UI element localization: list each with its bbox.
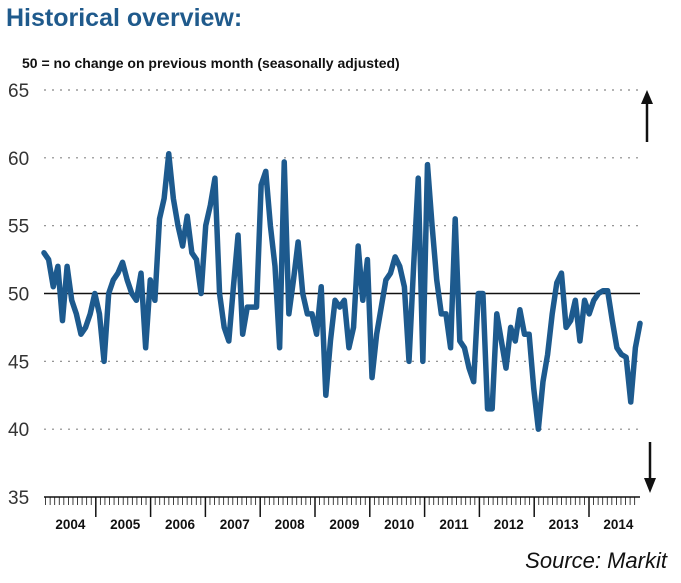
y-tick-label: 55 (8, 217, 29, 238)
down-arrow-head (644, 478, 656, 493)
chart-subtitle: 50 = no change on previous month (season… (22, 55, 400, 71)
x-tick-label: 2014 (603, 517, 634, 532)
up-arrow-head (641, 90, 653, 104)
chart-title: Historical overview: (6, 4, 243, 32)
x-tick-label: 2005 (110, 517, 141, 532)
x-tick-label: 2007 (220, 517, 250, 532)
source-note: Source: Markit (525, 548, 667, 573)
y-tick-label: 50 (8, 285, 29, 306)
y-tick-label: 60 (8, 149, 29, 170)
x-tick-label: 2012 (494, 517, 524, 532)
y-tick-label: 40 (8, 420, 29, 441)
x-tick-label: 2006 (165, 517, 196, 532)
x-tick-label: 2004 (55, 517, 86, 532)
x-tick-label: 2013 (549, 517, 580, 532)
y-tick-label: 45 (8, 352, 29, 373)
down-arrow-icon (644, 442, 656, 493)
up-arrow-icon (641, 90, 653, 142)
y-tick-label: 65 (8, 81, 29, 102)
x-tick-label: 2010 (384, 517, 414, 532)
series-line (41, 151, 643, 432)
x-tick-label: 2011 (439, 517, 469, 532)
y-tick-label: 35 (8, 488, 29, 509)
x-tick-label: 2009 (329, 517, 359, 532)
x-tick-label: 2008 (275, 517, 306, 532)
